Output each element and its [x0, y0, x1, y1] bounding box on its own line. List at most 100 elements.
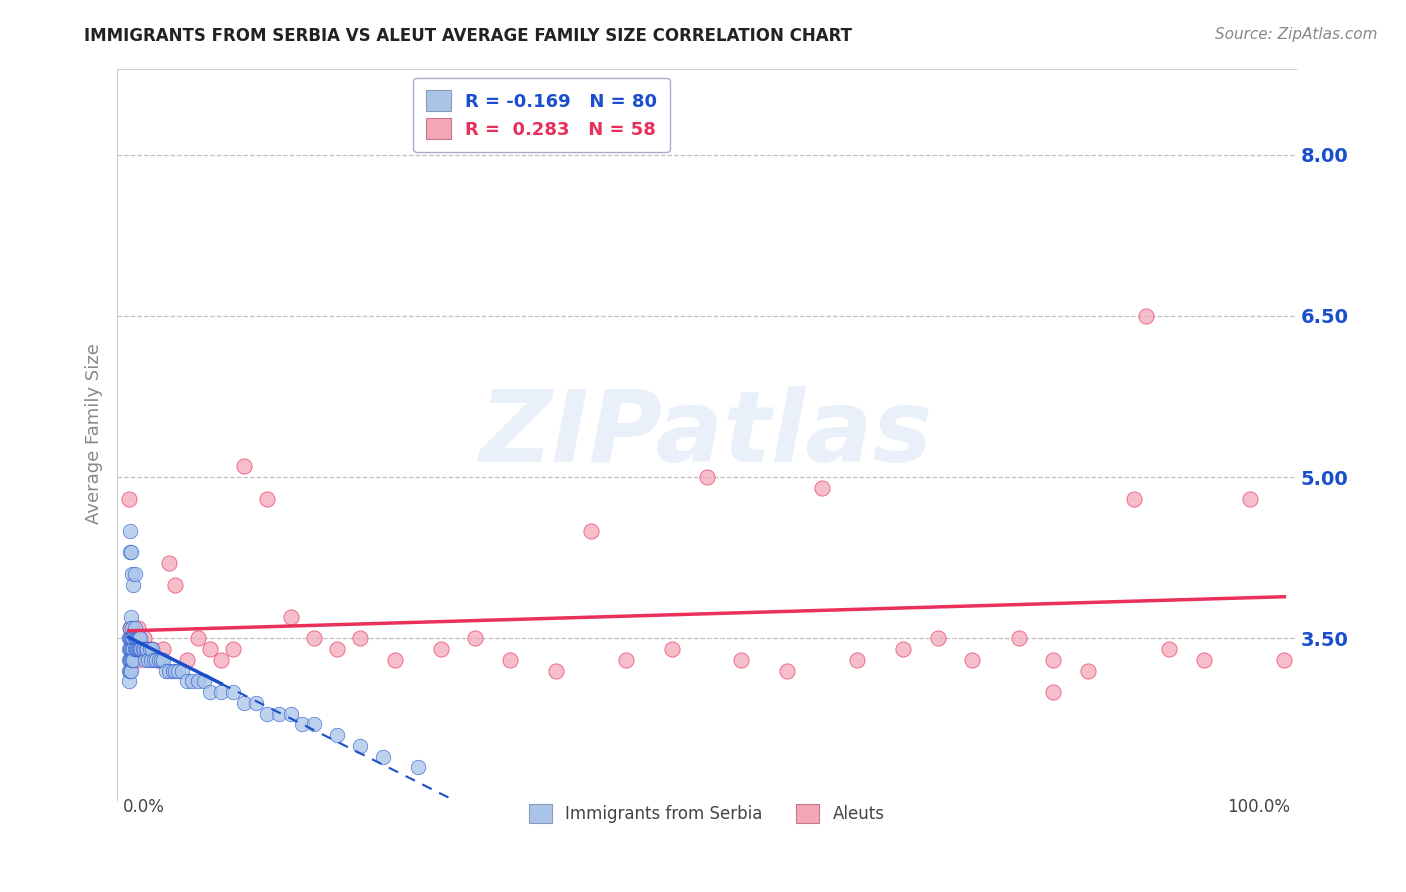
Point — [371, 749, 394, 764]
Point — [384, 653, 406, 667]
Point — [121, 653, 143, 667]
Point — [162, 664, 184, 678]
Point — [118, 664, 141, 678]
Point — [120, 545, 142, 559]
Point — [118, 524, 141, 538]
Point — [176, 653, 198, 667]
Point — [124, 566, 146, 581]
Point — [127, 642, 149, 657]
Point — [132, 632, 155, 646]
Point — [122, 642, 145, 657]
Point — [267, 706, 290, 721]
Point — [143, 653, 166, 667]
Point — [138, 653, 160, 667]
Point — [124, 632, 146, 646]
Point — [128, 632, 150, 646]
Point — [122, 642, 145, 657]
Point — [128, 642, 150, 657]
Point — [256, 491, 278, 506]
Point — [302, 717, 325, 731]
Point — [198, 685, 221, 699]
Point — [122, 577, 145, 591]
Point — [280, 706, 302, 721]
Point — [121, 642, 143, 657]
Point — [155, 664, 177, 678]
Point — [152, 653, 174, 667]
Point — [245, 696, 267, 710]
Point — [326, 642, 349, 657]
Point — [696, 470, 718, 484]
Point — [1157, 642, 1180, 657]
Point — [464, 632, 486, 646]
Point — [499, 653, 522, 667]
Point — [139, 653, 162, 667]
Point — [157, 556, 180, 570]
Point — [349, 739, 371, 753]
Point — [118, 632, 141, 646]
Point — [891, 642, 914, 657]
Point — [1192, 653, 1215, 667]
Point — [125, 632, 148, 646]
Point — [150, 653, 173, 667]
Point — [198, 642, 221, 657]
Point — [124, 632, 146, 646]
Point — [222, 685, 245, 699]
Point — [118, 642, 141, 657]
Point — [730, 653, 752, 667]
Text: Source: ZipAtlas.com: Source: ZipAtlas.com — [1215, 27, 1378, 42]
Point — [136, 642, 159, 657]
Text: 100.0%: 100.0% — [1227, 798, 1291, 816]
Point — [1007, 632, 1029, 646]
Point — [121, 642, 143, 657]
Point — [1135, 309, 1157, 323]
Point — [280, 609, 302, 624]
Text: IMMIGRANTS FROM SERBIA VS ALEUT AVERAGE FAMILY SIZE CORRELATION CHART: IMMIGRANTS FROM SERBIA VS ALEUT AVERAGE … — [84, 27, 852, 45]
Point — [125, 653, 148, 667]
Point — [776, 664, 799, 678]
Point — [120, 632, 142, 646]
Point — [302, 632, 325, 646]
Point — [1274, 653, 1296, 667]
Point — [209, 685, 232, 699]
Point — [121, 642, 143, 657]
Point — [256, 706, 278, 721]
Point — [122, 653, 145, 667]
Point — [120, 653, 142, 667]
Point — [120, 664, 142, 678]
Point — [326, 728, 349, 742]
Point — [131, 642, 153, 657]
Point — [125, 642, 148, 657]
Point — [1042, 653, 1064, 667]
Point — [118, 653, 141, 667]
Point — [118, 621, 141, 635]
Point — [661, 642, 683, 657]
Point — [125, 632, 148, 646]
Point — [187, 674, 209, 689]
Point — [125, 632, 148, 646]
Point — [124, 621, 146, 635]
Point — [132, 642, 155, 657]
Point — [127, 632, 149, 646]
Point — [125, 642, 148, 657]
Point — [146, 653, 169, 667]
Point — [181, 674, 204, 689]
Point — [121, 621, 143, 635]
Text: 0.0%: 0.0% — [122, 798, 165, 816]
Point — [136, 642, 159, 657]
Point — [141, 642, 163, 657]
Point — [120, 642, 142, 657]
Point — [579, 524, 602, 538]
Point — [811, 481, 834, 495]
Point — [176, 674, 198, 689]
Point — [121, 632, 143, 646]
Point — [962, 653, 984, 667]
Point — [170, 664, 193, 678]
Text: ZIPatlas: ZIPatlas — [479, 385, 934, 483]
Point — [118, 653, 141, 667]
Point — [121, 566, 143, 581]
Point — [124, 642, 146, 657]
Point — [1042, 685, 1064, 699]
Legend: Immigrants from Serbia, Aleuts: Immigrants from Serbia, Aleuts — [517, 792, 896, 835]
Point — [546, 664, 568, 678]
Point — [131, 642, 153, 657]
